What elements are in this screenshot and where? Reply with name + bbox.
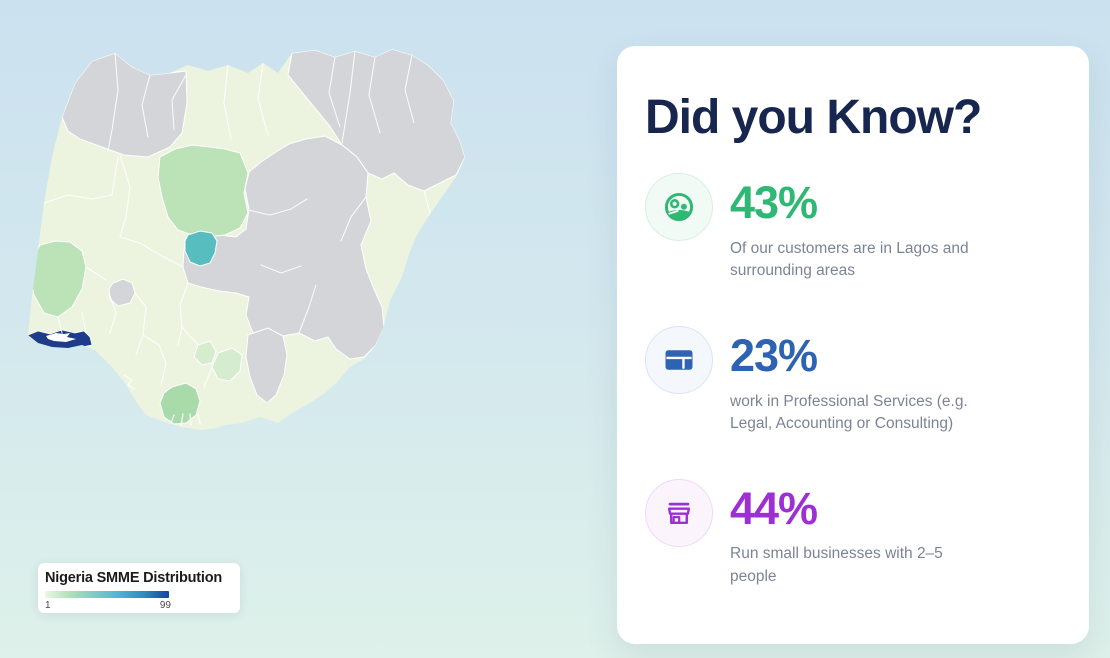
map-state-region[interactable] <box>193 340 217 366</box>
customer-face-icon <box>663 191 695 223</box>
map-state-region[interactable] <box>29 240 87 318</box>
stat-content: 44% Run small businesses with 2–5 people <box>730 479 978 589</box>
nigeria-map-svg <box>28 49 465 430</box>
map-legend: Nigeria SMME Distribution 1 99 <box>38 563 240 613</box>
map-lagoon-shape <box>46 333 76 342</box>
stat-icon-circle <box>645 325 713 394</box>
stat-content: 43% Of our customers are in Lagos and su… <box>730 173 978 283</box>
legend-labels: 1 99 <box>45 600 171 611</box>
stat-description: Run small businesses with 2–5 people <box>730 545 943 585</box>
map-state-region[interactable] <box>61 52 188 158</box>
stat-content: 23% work in Professional Services (e.g. … <box>730 326 978 436</box>
map-state-region[interactable] <box>157 144 249 238</box>
stat-description: work in Professional Services (e.g. Lega… <box>730 392 968 433</box>
stat-value: 43% <box>730 177 818 229</box>
stat-value: 23% <box>730 329 818 381</box>
stats-list: 43% Of our customers are in Lagos and su… <box>645 173 1061 588</box>
legend-title: Nigeria SMME Distribution <box>45 570 223 586</box>
stat-icon-circle <box>645 478 713 547</box>
stat-row-customers-lagos: 43% Of our customers are in Lagos and su… <box>645 173 1061 283</box>
legend-gradient-bar <box>45 591 169 598</box>
map-state-region-teal[interactable] <box>184 230 218 267</box>
card-title: Did you Know? <box>645 91 982 144</box>
map-state-borders <box>43 50 431 427</box>
map-state-region[interactable] <box>211 347 243 382</box>
did-you-know-card: Did you Know? 43% Of our customers are i… <box>617 46 1089 644</box>
stat-row-small-businesses: 44% Run small businesses with 2–5 people <box>645 478 1061 589</box>
map-state-region[interactable] <box>245 327 288 404</box>
map-state-region[interactable] <box>108 278 136 307</box>
nigeria-choropleth-map <box>20 45 470 435</box>
legend-min-label: 1 <box>45 600 51 611</box>
stat-value: 44% <box>730 482 818 534</box>
legend-max-label: 99 <box>159 600 171 611</box>
stat-icon-circle <box>645 173 713 242</box>
stat-row-professional-services: 23% work in Professional Services (e.g. … <box>645 325 1061 436</box>
browser-card-icon <box>663 344 695 376</box>
storefront-icon <box>663 497 695 529</box>
stat-description: Of our customers are in Lagos and surrou… <box>730 239 969 280</box>
